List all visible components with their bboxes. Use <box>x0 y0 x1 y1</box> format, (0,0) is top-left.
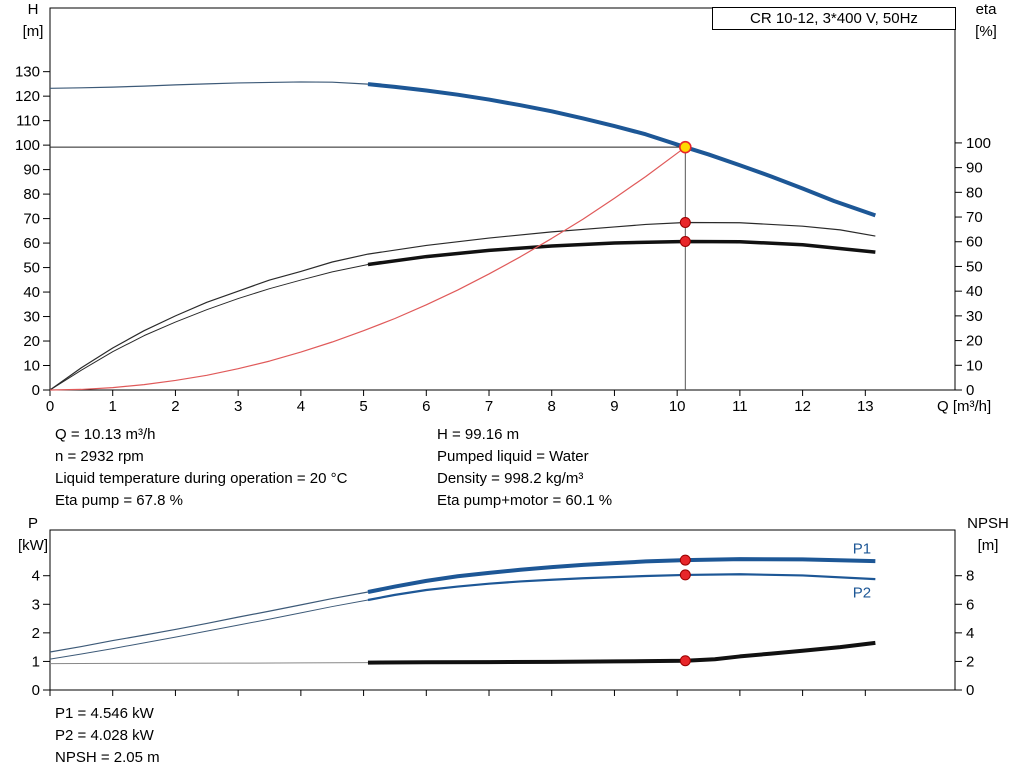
x-tick-label: 8 <box>548 398 556 415</box>
system-curve <box>49 146 686 391</box>
eta-pump-motor-lead <box>49 263 369 391</box>
y-left-tick-label: 40 <box>23 284 40 301</box>
head-info: H = 99.16 m <box>437 426 520 443</box>
npsh-curve-lead <box>49 662 368 665</box>
y-right-tick-label: 8 <box>966 568 974 585</box>
y-right-tick-label: 10 <box>966 357 983 374</box>
duty-info-left: Q = 10.13 m³/h n = 2932 rpm Liquid tempe… <box>55 424 347 512</box>
p1-curve-lead <box>49 591 369 653</box>
y-left-tick-label: 30 <box>23 309 40 326</box>
p1-curve <box>367 557 876 594</box>
y-right-tick-label: 60 <box>966 234 983 251</box>
y-right-tick-label: 90 <box>966 160 983 177</box>
x-tick-label: 7 <box>485 398 493 415</box>
y-left-tick-label: 60 <box>23 235 40 252</box>
y-right-tick-label: 80 <box>966 184 983 201</box>
y-right-axis-title-line1: eta <box>976 1 998 18</box>
head-curve-lead <box>49 81 369 89</box>
series-label-p2: P2 <box>853 584 871 601</box>
x-tick-label: 2 <box>171 398 179 415</box>
plot-border <box>49 529 956 691</box>
density-info: Density = 998.2 kg/m³ <box>437 470 584 487</box>
y-right-tick-label: 6 <box>966 596 974 613</box>
p1-info: P1 = 4.546 kW <box>55 705 154 722</box>
p2-curve <box>367 573 876 602</box>
y-left-axis-title-line2: [kW] <box>18 537 48 554</box>
x-tick-label: 6 <box>422 398 430 415</box>
y-right-tick-label: 0 <box>966 682 974 699</box>
y-left-tick-label: 2 <box>32 625 40 642</box>
p1-point <box>679 554 691 566</box>
x-tick-label: 4 <box>297 398 305 415</box>
y-right-axis-title-line2: [m] <box>978 537 999 554</box>
y-right-tick-label: 50 <box>966 258 983 275</box>
temperature-info: Liquid temperature during operation = 20… <box>55 470 348 487</box>
y-left-tick-label: 100 <box>15 137 40 154</box>
head-curve <box>367 82 877 218</box>
power-info: P1 = 4.546 kW P2 = 4.028 kW NPSH = 2.05 … <box>55 703 160 769</box>
y-right-axis-title-line2: [%] <box>975 23 997 40</box>
x-tick-label: 3 <box>234 398 242 415</box>
eta-pump-motor-info: Eta pump+motor = 60.1 % <box>437 492 613 509</box>
y-right-tick-label: 0 <box>966 382 974 399</box>
y-right-tick-label: 70 <box>966 209 983 226</box>
eta-pump-point <box>679 216 691 228</box>
p2-point <box>679 569 691 581</box>
y-right-axis-title-line1: NPSH <box>967 518 1009 532</box>
y-right-tick-label: 4 <box>966 625 974 642</box>
p2-info: P2 = 4.028 kW <box>55 727 154 744</box>
eta-pump-curve <box>49 221 876 391</box>
y-left-tick-label: 4 <box>32 568 40 585</box>
y-left-axis-title-line2: [m] <box>23 23 44 40</box>
npsh-curve <box>367 640 876 665</box>
x-tick-label: 0 <box>46 398 54 415</box>
y-left-tick-label: 50 <box>23 260 40 277</box>
y-left-tick-label: 130 <box>15 64 40 81</box>
power-npsh-chart: 0 1 2 3 4 0 2 4 6 8 P [kW] NPSH [m] P1 P2 <box>18 518 1009 699</box>
pump-title-box: CR 10-12, 3*400 V, 50Hz <box>712 7 956 30</box>
y-right-tick-label: 2 <box>966 653 974 670</box>
flow-info: Q = 10.13 m³/h <box>55 426 156 443</box>
npsh-point <box>679 655 691 667</box>
y-left-tick-label: 120 <box>15 88 40 105</box>
y-right-tick-label: 100 <box>966 135 991 152</box>
eta-pump-motor-point <box>679 235 691 247</box>
y-left-tick-label: 70 <box>23 211 40 228</box>
x-tick-label: 12 <box>794 398 811 415</box>
y-left-tick-label: 3 <box>32 596 40 613</box>
duty-point <box>679 140 692 154</box>
y-left-axis-title-line1: P <box>28 518 38 532</box>
y-right-tick-label: 40 <box>966 283 983 300</box>
y-left-tick-label: 1 <box>32 653 40 670</box>
x-tick-label: 5 <box>359 398 367 415</box>
y-right-tick-label: 30 <box>966 308 983 325</box>
speed-info: n = 2932 rpm <box>55 448 144 465</box>
x-tick-label: 9 <box>610 398 618 415</box>
x-axis-title: Q [m³/h] <box>937 398 991 415</box>
y-left-axis-title-line1: H <box>28 1 39 18</box>
y-left-tick-label: 80 <box>23 186 40 203</box>
y-left-tick-label: 20 <box>23 333 40 350</box>
y-right-tick-label: 20 <box>966 333 983 350</box>
y-left-tick-label: 0 <box>32 682 40 699</box>
y-left-tick-label: 0 <box>32 382 40 399</box>
npsh-info: NPSH = 2.05 m <box>55 749 160 766</box>
series-label-p1: P1 <box>853 541 871 558</box>
y-left-tick-label: 10 <box>23 358 40 375</box>
plot-border <box>49 7 956 391</box>
eta-pump-info: Eta pump = 67.8 % <box>55 492 183 509</box>
eta-pump-motor-curve <box>367 239 876 267</box>
x-tick-label: 10 <box>669 398 686 415</box>
liquid-info: Pumped liquid = Water <box>437 448 589 465</box>
y-left-tick-label: 90 <box>23 162 40 179</box>
hq-eta-chart: 0 1 2 3 4 5 6 7 8 9 10 11 12 13 Q [m³/h]01020304050607… <box>15 1 998 415</box>
y-left-tick-label: 110 <box>16 113 40 130</box>
x-tick-label: 11 <box>732 398 748 415</box>
x-tick-label: 13 <box>857 398 874 415</box>
p2-curve-lead <box>49 599 369 660</box>
duty-info-right: H = 99.16 m Pumped liquid = Water Densit… <box>437 424 612 512</box>
x-tick-label: 1 <box>109 398 117 415</box>
